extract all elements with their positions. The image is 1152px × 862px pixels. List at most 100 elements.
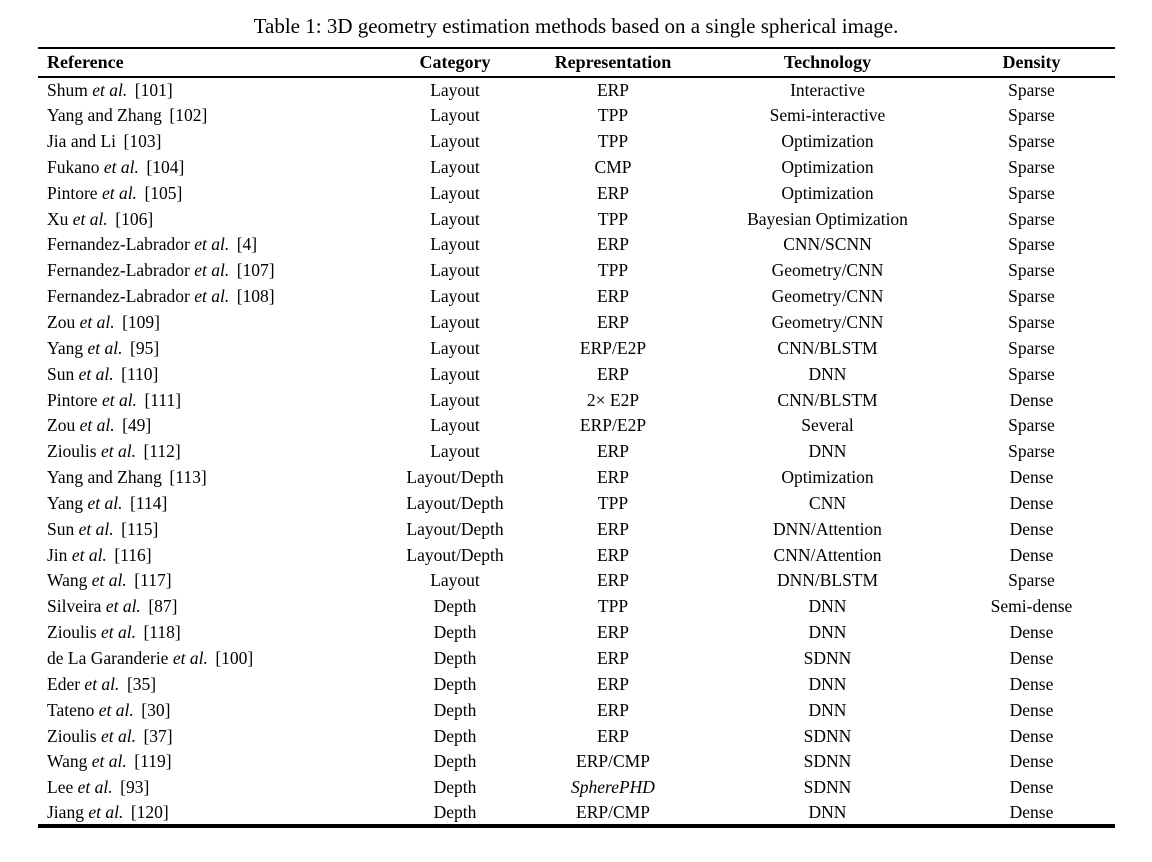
technology-cell: CNN/SCNN bbox=[783, 234, 872, 255]
reference-etal: et al. bbox=[189, 234, 230, 255]
density-cell: Sparse bbox=[1008, 363, 1055, 384]
representation-cell: ERP bbox=[596, 570, 630, 591]
technology-cell: DNN/BLSTM bbox=[776, 570, 879, 591]
table-row: Wang et al. [117] Layout ERP DNN/BLSTM Spars… bbox=[38, 568, 1115, 594]
representation-cell: ERP bbox=[596, 518, 630, 539]
density-cell: Dense bbox=[1009, 802, 1054, 823]
density-cell: Dense bbox=[1009, 389, 1054, 410]
representation-cell: ERP/E2P bbox=[579, 337, 647, 358]
reference-author: Sun bbox=[47, 518, 75, 539]
density-cell: Sparse bbox=[1008, 234, 1055, 255]
reference-author: Yang and Zhang bbox=[47, 105, 162, 126]
reference-etal: et al. bbox=[97, 182, 137, 203]
reference-citation: [37] bbox=[139, 725, 173, 746]
table-row: Yang and Zhang [102] Layout TPP Semi-intera… bbox=[38, 103, 1115, 129]
table-row: Wang et al. [119] Depth ERP/CMP SDNN Dense bbox=[38, 749, 1115, 775]
technology-cell: Bayesian Optimization bbox=[747, 208, 908, 229]
table-row: Xu et al. [106] Layout TPP Bayesian Optimiz… bbox=[38, 206, 1115, 232]
reference-cell: Fernandez-Labrador et al. [4] bbox=[38, 232, 391, 258]
reference-author: Xu bbox=[47, 208, 69, 229]
reference-cell: Yang and Zhang [113] bbox=[38, 465, 391, 491]
reference-author: Zioulis bbox=[47, 441, 97, 462]
reference-author: Fernandez-Labrador bbox=[47, 260, 190, 281]
reference-etal: et al. bbox=[94, 699, 134, 720]
technology-cell: Optimization bbox=[781, 467, 874, 488]
density-cell: Sparse bbox=[1008, 312, 1055, 333]
technology-cell: Geometry/CNN bbox=[771, 286, 884, 307]
methods-table: Reference Category Representation Techno… bbox=[38, 47, 1115, 829]
reference-etal: et al. bbox=[96, 441, 136, 462]
density-cell: Dense bbox=[1009, 699, 1054, 720]
table-row: Zioulis et al. [112] Layout ERP DNN Sparse bbox=[38, 439, 1115, 465]
reference-citation: [103] bbox=[119, 131, 162, 152]
table-row: Sun et al. [115] Layout/Depth ERP DNN/Atten… bbox=[38, 516, 1115, 542]
reference-citation: [104] bbox=[142, 156, 185, 177]
category-cell: Layout bbox=[430, 389, 480, 410]
technology-cell: Optimization bbox=[781, 156, 874, 177]
reference-citation: [49] bbox=[117, 415, 152, 436]
reference-etal: et al. bbox=[74, 363, 114, 384]
category-cell: Layout bbox=[430, 208, 480, 229]
reference-citation: [109] bbox=[117, 312, 160, 333]
category-cell: Layout bbox=[430, 105, 480, 126]
reference-cell: Yang and Zhang [102] bbox=[38, 103, 391, 129]
reference-cell: Zioulis et al. [112] bbox=[38, 439, 391, 465]
technology-cell: DNN bbox=[808, 802, 847, 823]
table-row: Yang and Zhang [113] Layout/Depth ERP Optim… bbox=[38, 465, 1115, 491]
density-cell: Dense bbox=[1009, 544, 1054, 565]
reference-cell: Jiang et al. [120] bbox=[38, 801, 391, 827]
reference-etal: et al. bbox=[74, 518, 114, 539]
reference-author: Fukano bbox=[47, 156, 100, 177]
representation-cell: TPP bbox=[597, 131, 629, 152]
density-cell: Dense bbox=[1009, 777, 1054, 798]
reference-cell: Shum et al. [101] bbox=[38, 77, 391, 103]
category-cell: Layout bbox=[430, 286, 480, 307]
col-header-representation: Representation bbox=[554, 52, 672, 72]
density-cell: Sparse bbox=[1008, 156, 1055, 177]
table-row: Fernandez-Labrador et al. [107] Layout TPP… bbox=[38, 258, 1115, 284]
reference-author: Jia and Li bbox=[47, 131, 117, 152]
reference-citation: [119] bbox=[129, 751, 172, 772]
density-cell: Sparse bbox=[1008, 286, 1055, 307]
category-cell: Layout bbox=[430, 182, 480, 203]
density-cell: Dense bbox=[1009, 492, 1054, 513]
table-row: Yang et al. [114] Layout/Depth TPP CNN Dense bbox=[38, 491, 1115, 517]
reference-citation: [117] bbox=[129, 570, 172, 591]
technology-cell: DNN bbox=[808, 699, 847, 720]
density-cell: Sparse bbox=[1008, 570, 1055, 591]
reference-author: Fernandez-Labrador bbox=[47, 234, 190, 255]
representation-cell: ERP/CMP bbox=[576, 751, 650, 772]
density-cell: Sparse bbox=[1008, 79, 1055, 100]
reference-etal: et al. bbox=[87, 79, 128, 100]
density-cell: Dense bbox=[1009, 647, 1054, 668]
table-row: Lee et al. [93] Depth SpherePHD SDNN Dense bbox=[38, 775, 1115, 801]
category-cell: Layout/Depth bbox=[406, 467, 504, 488]
category-cell: Depth bbox=[433, 802, 477, 823]
reference-author: Jin bbox=[47, 544, 68, 565]
technology-cell: DNN/Attention bbox=[773, 518, 882, 539]
reference-cell: Fernandez-Labrador et al. [107] bbox=[38, 258, 391, 284]
reference-author: Zou bbox=[47, 415, 76, 436]
reference-etal: et al. bbox=[68, 208, 108, 229]
reference-citation: [106] bbox=[110, 208, 154, 229]
technology-cell: DNN bbox=[808, 622, 847, 643]
reference-author: Shum bbox=[47, 79, 88, 100]
table-row: Fernandez-Labrador et al. [108] Layout ERP… bbox=[38, 284, 1115, 310]
reference-cell: Pintore et al. [105] bbox=[38, 180, 391, 206]
reference-cell: Fernandez-Labrador et al. [108] bbox=[38, 284, 391, 310]
density-cell: Dense bbox=[1009, 673, 1054, 694]
reference-cell: de La Garanderie et al. [100] bbox=[38, 646, 391, 672]
table-caption: Table 1: 3D geometry estimation methods … bbox=[253, 14, 899, 38]
reference-author: Jiang bbox=[47, 802, 84, 823]
density-cell: Sparse bbox=[1008, 182, 1055, 203]
reference-cell: Wang et al. [119] bbox=[38, 749, 391, 775]
category-cell: Layout bbox=[430, 337, 480, 358]
reference-author: Wang bbox=[47, 570, 88, 591]
category-cell: Layout bbox=[430, 415, 480, 436]
category-cell: Layout bbox=[430, 570, 480, 591]
reference-cell: Yang et al. [95] bbox=[38, 335, 391, 361]
density-cell: Dense bbox=[1009, 518, 1054, 539]
reference-etal: et al. bbox=[101, 596, 141, 617]
category-cell: Depth bbox=[433, 751, 477, 772]
